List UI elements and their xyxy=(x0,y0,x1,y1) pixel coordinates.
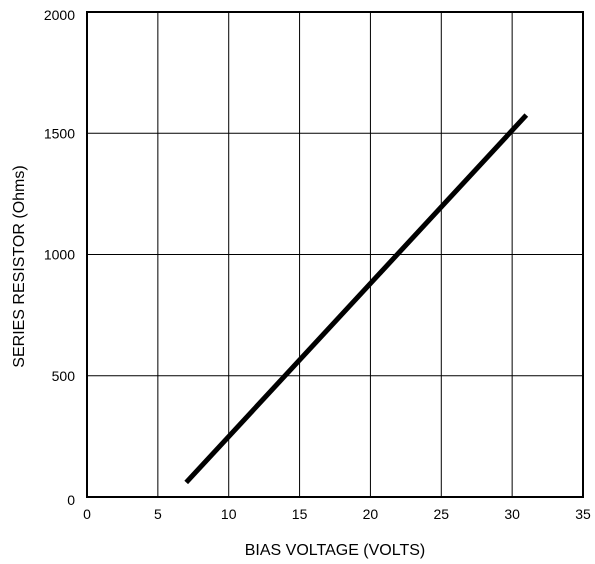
grid xyxy=(87,12,583,497)
x-tick-label: 5 xyxy=(154,506,162,522)
series-line xyxy=(184,113,529,485)
y-axis-ticks: 0 500 1000 1500 2000 xyxy=(44,7,75,508)
y-tick-label: 0 xyxy=(67,492,75,508)
x-axis-title: BIAS VOLTAGE (VOLTS) xyxy=(245,542,425,559)
plot-frame xyxy=(86,11,584,498)
x-tick-label: 30 xyxy=(504,506,520,522)
y-tick-label: 1500 xyxy=(44,125,75,141)
x-tick-label: 35 xyxy=(575,506,591,522)
x-tick-label: 20 xyxy=(363,506,379,522)
x-tick-label: 0 xyxy=(83,506,91,522)
series-group xyxy=(184,113,529,485)
y-axis-title: SERIES RESISTOR (Ohms) xyxy=(11,165,28,367)
y-tick-label: 500 xyxy=(52,368,76,384)
x-axis-ticks: 0 5 10 15 20 25 30 35 xyxy=(83,506,591,522)
y-tick-label: 1000 xyxy=(44,247,75,263)
x-tick-label: 25 xyxy=(433,506,449,522)
y-tick-label: 2000 xyxy=(44,7,75,23)
x-tick-label: 15 xyxy=(292,506,308,522)
x-tick-label: 10 xyxy=(221,506,237,522)
